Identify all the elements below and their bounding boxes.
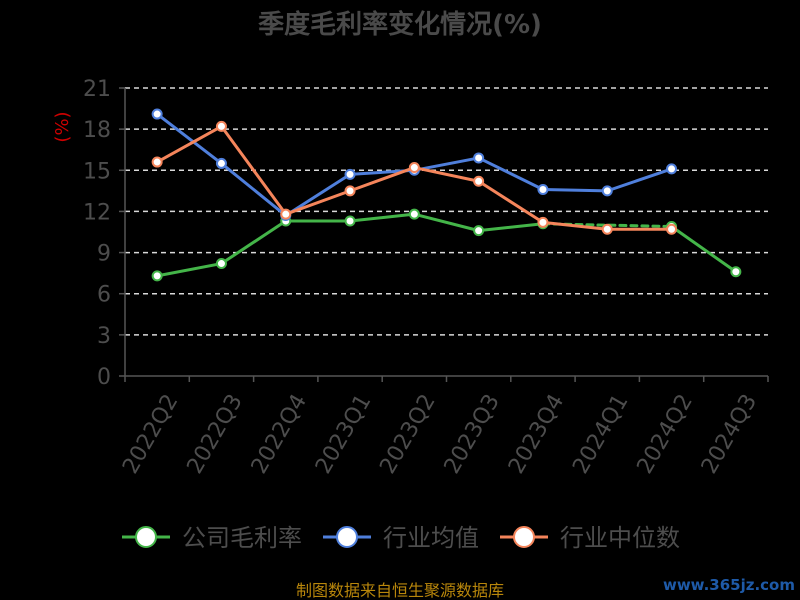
- series-line-segment: [477, 222, 545, 233]
- data-point: [473, 225, 485, 237]
- legend-label: 行业均值: [383, 524, 479, 552]
- series-line-segment: [477, 156, 545, 191]
- data-point: [344, 185, 356, 197]
- legend-item-2: 行业中位数: [500, 524, 680, 552]
- data-point: [344, 168, 356, 180]
- series-line-segment: [477, 179, 545, 224]
- data-point: [537, 216, 549, 228]
- y-tick-label: 21: [83, 77, 111, 102]
- data-point: [730, 266, 742, 278]
- watermark: www.365jz.com: [663, 576, 795, 594]
- series-line-segment: [412, 166, 481, 183]
- y-tick-label: 18: [83, 118, 111, 143]
- series-line-segment: [155, 262, 223, 278]
- y-tick-label: 9: [97, 242, 111, 267]
- series-2: [151, 120, 678, 235]
- legend: 公司毛利率 行业均值 行业中位数: [122, 524, 680, 552]
- y-tick-label: 12: [83, 200, 111, 225]
- x-tick-label: 2023Q3: [440, 390, 505, 478]
- data-point: [601, 185, 613, 197]
- x-tick-label: 2024Q3: [697, 390, 762, 478]
- data-point: [666, 223, 678, 235]
- legend-label: 公司毛利率: [182, 524, 302, 552]
- series-line-segment: [541, 220, 609, 231]
- y-axis-label: (%): [52, 111, 73, 142]
- data-point: [280, 208, 292, 220]
- legend-marker: [135, 526, 157, 548]
- data-point: [408, 208, 420, 220]
- grid-lines: [125, 87, 768, 336]
- x-tick-label: 2023Q4: [504, 390, 569, 478]
- series-line-segment: [412, 212, 481, 233]
- series-line-segment: [412, 156, 481, 172]
- data-source-note: 制图数据来自恒生聚源数据库: [296, 581, 504, 600]
- data-point: [151, 270, 163, 282]
- data-point: [473, 175, 485, 187]
- x-tick-label: 2024Q1: [568, 390, 633, 478]
- chart-title: 季度毛利率变化情况(%): [258, 9, 542, 40]
- series-line-segment: [541, 187, 609, 193]
- legend-item-0: 公司毛利率: [122, 524, 302, 552]
- series-line-segment: [155, 124, 223, 164]
- legend-item-1: 行业均值: [323, 524, 479, 552]
- y-tick-label: 0: [97, 365, 111, 390]
- data-point: [151, 156, 163, 168]
- x-tick-label: 2022Q4: [247, 390, 312, 478]
- x-tick-label: 2023Q1: [311, 390, 376, 478]
- series-line-segment: [219, 124, 288, 216]
- series-line-segment: [284, 172, 352, 218]
- series-line-segment: [155, 112, 223, 165]
- series-0: [151, 208, 742, 282]
- legend-marker: [513, 526, 535, 548]
- y-tick-label: 6: [97, 283, 111, 308]
- y-tick-label: 3: [97, 324, 111, 349]
- series-line-segment: [284, 189, 352, 216]
- data-point: [666, 163, 678, 175]
- x-tick-label: 2022Q3: [183, 390, 248, 478]
- data-point: [473, 152, 485, 164]
- legend-marker: [336, 526, 358, 548]
- series-line-segment: [219, 219, 288, 266]
- data-point: [215, 258, 227, 270]
- data-point: [344, 215, 356, 227]
- data-point: [537, 183, 549, 195]
- legend-label: 行业中位数: [560, 524, 680, 552]
- series-line-segment: [348, 212, 416, 223]
- series-line-segment: [348, 166, 416, 193]
- x-tick-label: 2022Q2: [118, 390, 183, 478]
- y-tick-label: 15: [83, 159, 111, 184]
- data-point: [215, 157, 227, 169]
- series-line-segment: [605, 167, 674, 193]
- x-tick-label: 2024Q2: [633, 390, 698, 478]
- series-layer: [151, 108, 742, 282]
- x-tick-label: 2023Q2: [375, 390, 440, 478]
- data-point: [215, 120, 227, 132]
- data-point: [151, 108, 163, 120]
- data-point: [601, 223, 613, 235]
- series-line-segment: [219, 161, 288, 218]
- data-point: [408, 162, 420, 174]
- series-line-segment: [670, 225, 738, 274]
